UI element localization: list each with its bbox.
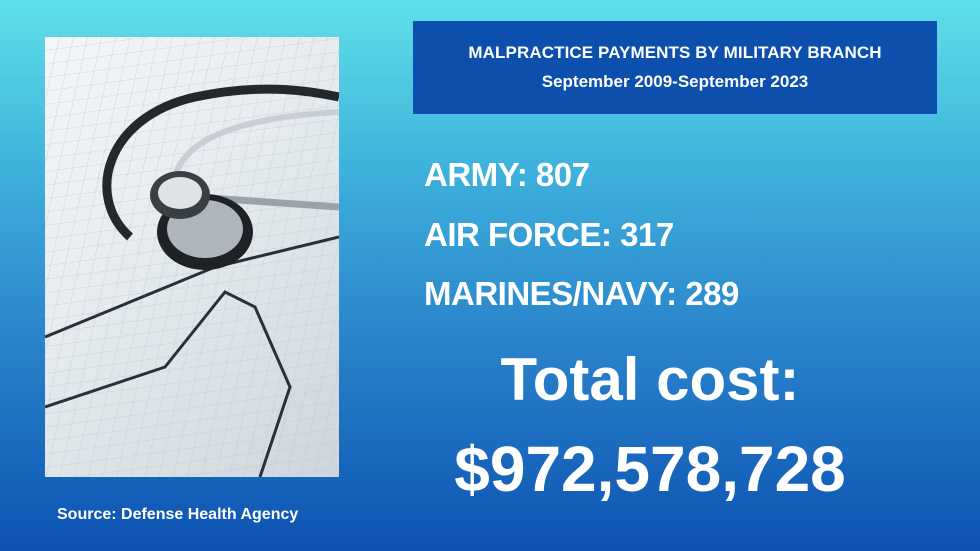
source-note: Source: Defense Health Agency	[57, 506, 299, 523]
title: MALPRACTICE PAYMENTS BY MILITARY BRANCH	[468, 43, 882, 62]
stat-marines-navy: MARINES/NAVY: 289	[424, 275, 739, 312]
stat-air-force: AIR FORCE: 317	[424, 216, 674, 253]
stethoscope-photo	[45, 37, 339, 477]
total-cost-value: $972,578,728	[454, 433, 846, 505]
subtitle: September 2009-September 2023	[541, 72, 809, 91]
stat-army: ARMY: 807	[424, 156, 590, 193]
title-banner: MALPRACTICE PAYMENTS BY MILITARY BRANCH …	[413, 21, 937, 114]
total-cost-label: Total cost:	[500, 346, 800, 413]
